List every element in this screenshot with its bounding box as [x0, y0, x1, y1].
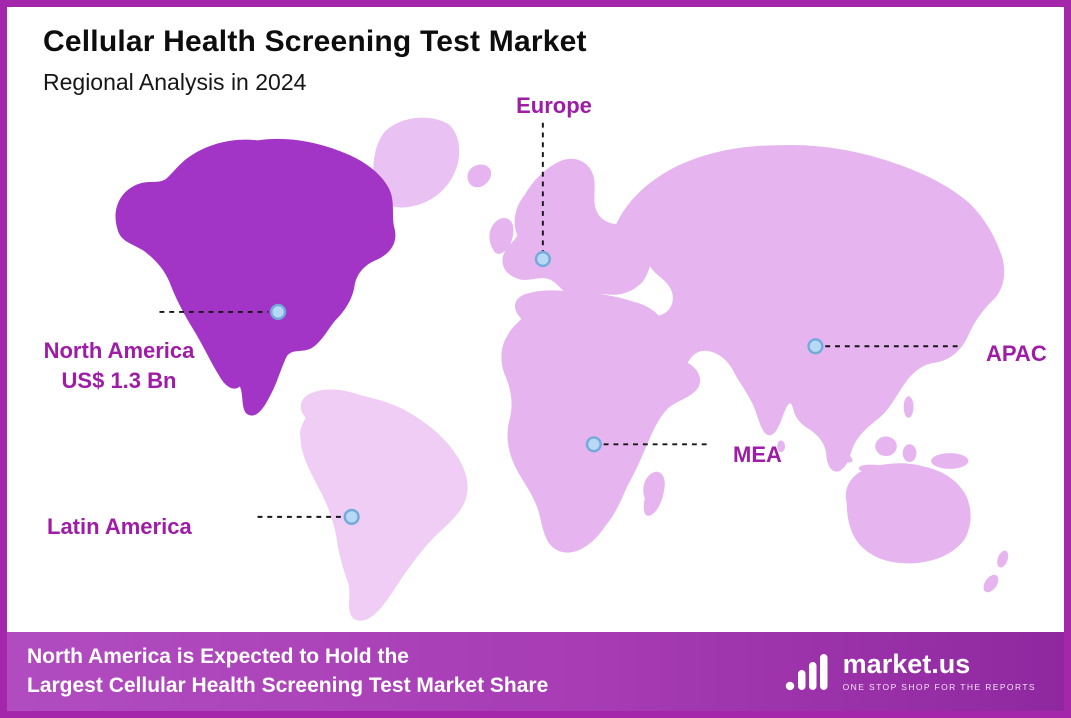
footer-headline: North America is Expected to Hold the La… — [27, 643, 548, 700]
region-label-apac: APAC — [986, 341, 1047, 367]
continent-north-america — [115, 138, 396, 416]
continent-europe — [502, 158, 652, 296]
island-uk — [489, 218, 514, 254]
footer-line-1: North America is Expected to Hold the — [27, 645, 409, 669]
logo-tagline: ONE STOP SHOP FOR THE REPORTS — [842, 682, 1036, 692]
islands-new-zealand — [983, 550, 1009, 593]
page-subtitle: Regional Analysis in 2024 — [43, 69, 307, 95]
island-japan — [934, 284, 970, 330]
marketus-logo-icon — [785, 653, 828, 690]
region-name: APAC — [986, 341, 1047, 366]
region-label-mea: MEA — [733, 442, 782, 468]
logo-text-block: market.us ONE STOP SHOP FOR THE REPORTS — [842, 649, 1036, 693]
region-name: North America — [43, 338, 195, 363]
logo-name: market.us — [842, 649, 971, 679]
island-iceland — [467, 164, 492, 188]
continents — [115, 117, 1009, 621]
region-markers — [270, 250, 824, 525]
region-name: MEA — [733, 442, 782, 467]
marketus-logo: market.us ONE STOP SHOP FOR THE REPORTS — [785, 651, 1036, 692]
marker-apac — [807, 338, 824, 355]
marker-north-america — [270, 303, 287, 321]
continent-asia — [610, 144, 1005, 472]
continent-south-america — [300, 389, 468, 621]
region-name: Europe — [516, 93, 592, 118]
island-greenland — [373, 117, 460, 208]
callout-lines — [159, 122, 958, 518]
marker-mea — [585, 436, 602, 453]
header: Cellular Health Screening Test Market Re… — [43, 25, 587, 96]
continent-africa — [501, 290, 701, 553]
region-label-europe: Europe — [494, 93, 614, 119]
region-label-north-america: North America US$ 1.3 Bn — [19, 336, 219, 396]
continent-australia — [845, 463, 971, 564]
island-madagascar — [643, 471, 665, 516]
marker-latin-america — [343, 508, 360, 525]
islands-southeast-asia — [777, 396, 969, 475]
marker-europe — [534, 250, 551, 268]
region-label-latin-america: Latin America — [47, 514, 192, 540]
region-name: Latin America — [47, 514, 192, 539]
footer-line-2: Largest Cellular Health Screening Test M… — [27, 673, 549, 697]
region-value: US$ 1.3 Bn — [61, 368, 177, 393]
world-map — [115, 117, 1009, 621]
footer-banner: North America is Expected to Hold the La… — [7, 632, 1064, 711]
page-title: Cellular Health Screening Test Market — [43, 25, 587, 58]
